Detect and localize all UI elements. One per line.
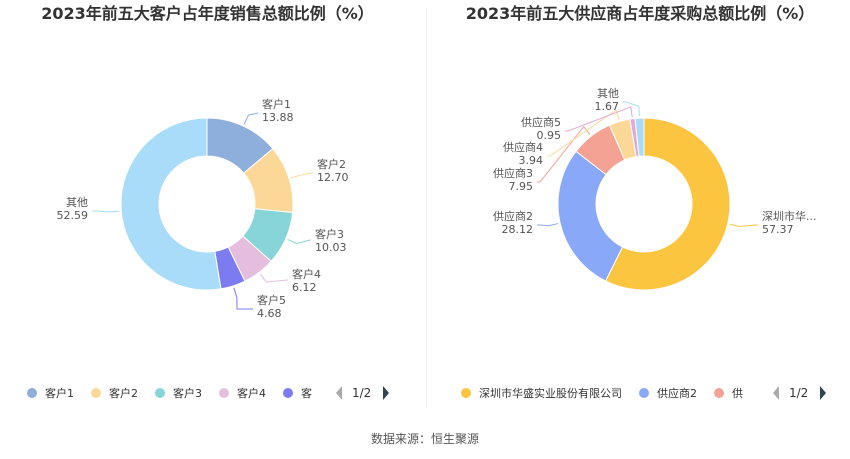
legend-label-1-truncated[interactable]: 供: [732, 386, 743, 400]
slice-name-label-1-1: 供应商2: [493, 209, 533, 223]
leader-line-0-5: [92, 210, 120, 213]
slice-value-label-0-3: 6.12: [292, 281, 317, 294]
legend-label-0-1[interactable]: 客户2: [109, 386, 138, 400]
pie-slice-1-0[interactable]: [604, 117, 731, 291]
slice-name-label-1-5: 其他: [597, 87, 619, 100]
leader-line-0-2: [287, 238, 311, 244]
legend-label-0-truncated[interactable]: 客: [301, 386, 312, 400]
chart-title-customers: 2023年前五大客户占年度销售总额比例（%）: [41, 4, 374, 23]
pie-slice-1-1[interactable]: [557, 150, 624, 282]
legend-prev-arrow-icon-1[interactable]: [773, 386, 779, 400]
data-source-note: 数据来源：恒生聚源: [370, 432, 479, 446]
leader-line-0-3: [259, 273, 288, 283]
legend-next-arrow-icon-1[interactable]: [820, 386, 826, 400]
legend-marker-0-1[interactable]: [91, 388, 101, 398]
slice-name-label-1-3: 供应商4: [503, 140, 543, 154]
slice-value-label-1-2: 7.95: [509, 180, 534, 193]
legend-marker-1-0[interactable]: [461, 388, 471, 398]
slice-name-label-0-1: 客户2: [317, 157, 346, 171]
legend-marker-0-0[interactable]: [27, 388, 37, 398]
slice-name-label-1-2: 供应商3: [493, 166, 533, 180]
leader-line-1-5: [623, 101, 640, 117]
slice-value-label-1-0: 57.37: [762, 223, 794, 236]
legend-marker-0-truncated[interactable]: [283, 388, 293, 398]
legend-marker-1-1[interactable]: [639, 388, 649, 398]
pie-slice-0-5[interactable]: [120, 117, 222, 291]
slice-value-label-0-1: 12.70: [317, 171, 349, 184]
chart-title-suppliers: 2023年前五大供应商占年度采购总额比例（%）: [465, 4, 815, 23]
legend-label-0-0[interactable]: 客户1: [45, 386, 74, 400]
slice-value-label-1-1: 28.12: [502, 223, 534, 236]
slice-name-label-0-5: 其他: [66, 196, 88, 209]
leader-line-1-4: [565, 106, 633, 132]
slice-name-label-0-2: 客户3: [315, 227, 344, 241]
legend-page-indicator-1: 1/2: [789, 386, 808, 400]
leader-line-1-3: [547, 109, 620, 157]
slice-value-label-1-3: 3.94: [519, 154, 544, 167]
legend-marker-0-3[interactable]: [219, 388, 229, 398]
slice-name-label-0-4: 客户5: [257, 293, 286, 307]
slice-name-label-1-0: 深圳市华...: [762, 209, 817, 223]
legend-prev-arrow-icon-0[interactable]: [336, 386, 342, 400]
slice-value-label-1-4: 0.95: [537, 129, 562, 142]
leader-line-0-4: [233, 287, 253, 310]
legend-label-0-2[interactable]: 客户3: [173, 386, 202, 400]
divider: [426, 8, 427, 408]
legend-label-0-3[interactable]: 客户4: [237, 386, 266, 400]
slice-value-label-0-0: 13.88: [262, 111, 294, 124]
leader-line-0-1: [290, 172, 313, 179]
legend-page-indicator-0: 1/2: [352, 386, 371, 400]
legend-next-arrow-icon-0[interactable]: [383, 386, 389, 400]
legend-marker-0-2[interactable]: [155, 388, 165, 398]
legend-label-1-1[interactable]: 供应商2: [657, 386, 697, 400]
leader-line-1-1: [537, 223, 559, 227]
legend-marker-1-truncated[interactable]: [714, 388, 724, 398]
slice-value-label-0-5: 52.59: [57, 209, 89, 222]
slice-name-label-0-0: 客户1: [262, 97, 291, 111]
slice-name-label-0-3: 客户4: [292, 267, 321, 281]
legend-label-1-0[interactable]: 深圳市华盛实业股份有限公司: [479, 386, 622, 400]
slice-value-label-0-4: 4.68: [257, 307, 282, 320]
slice-name-label-1-4: 供应商5: [521, 115, 561, 129]
pie-slice-1-5[interactable]: [634, 117, 645, 157]
slice-value-label-1-5: 1.67: [595, 100, 620, 113]
leader-line-0-0: [243, 112, 259, 125]
slice-value-label-0-2: 10.03: [315, 241, 347, 254]
leader-line-1-0: [729, 223, 758, 227]
